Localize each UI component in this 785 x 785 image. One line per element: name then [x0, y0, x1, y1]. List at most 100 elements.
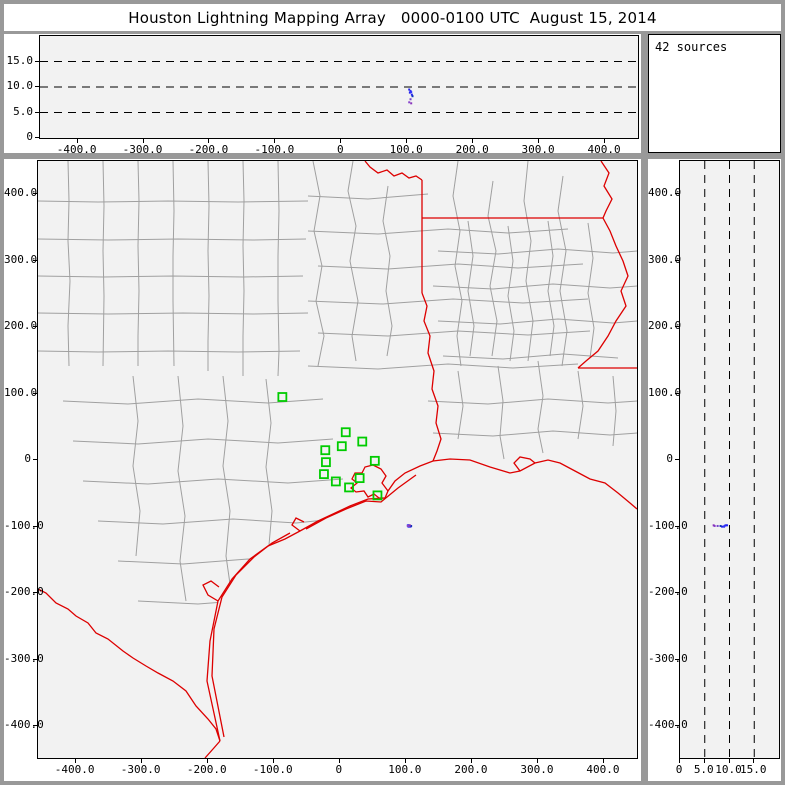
- x-tick-label: 400.0: [586, 763, 620, 776]
- y-tick-label: 0: [24, 452, 31, 466]
- lightning-source-dot: [408, 101, 411, 104]
- lightning-source-dot: [410, 91, 413, 94]
- y-tick-label: 0: [26, 130, 33, 143]
- y-tick-label: 300.0: [4, 252, 38, 266]
- plan-view-map-plot: [37, 160, 638, 759]
- x-tick-label: 100.0: [388, 763, 422, 776]
- y-tick-mark: [33, 525, 37, 527]
- x-tick-mark: [472, 139, 474, 143]
- lma-station-square: [277, 392, 288, 402]
- rio-grande-river: [38, 588, 221, 742]
- x-tick-label: -100.0: [254, 143, 295, 156]
- x-tick-label: 15.0: [740, 763, 767, 776]
- x-tick-mark: [76, 139, 78, 143]
- lightning-source-dot: [723, 524, 726, 527]
- lightning-source-dot: [411, 95, 414, 98]
- y-tick-label: 400.0: [4, 186, 38, 200]
- lightning-source-dot: [408, 91, 411, 94]
- x-tick-mark: [404, 759, 406, 763]
- lma-station-square: [319, 469, 329, 480]
- y-tick-mark: [675, 193, 679, 195]
- x-tick-label: 0: [675, 763, 683, 776]
- y-tick-label: -100.0: [648, 518, 688, 532]
- lightning-source-dot: [726, 524, 729, 527]
- lightning-source-dot: [716, 524, 719, 527]
- lightning-source-dot: [409, 90, 412, 93]
- x-tick-mark: [604, 139, 606, 143]
- mississippi-river-border: [577, 161, 629, 369]
- lightning-source-dot: [409, 98, 412, 101]
- sabine-river-tx-la-border: [421, 292, 442, 462]
- y-tick-mark: [35, 86, 39, 87]
- x-tick-label: 200.0: [454, 763, 488, 776]
- y-tick-label: 300.0: [648, 252, 682, 266]
- lma-station-square: [320, 445, 331, 456]
- lma-station-square: [354, 473, 365, 484]
- x-tick-label: -400.0: [54, 763, 95, 776]
- x-tick-label: 10.0: [715, 763, 742, 776]
- corpus-christi-bay: [202, 580, 220, 602]
- altitude-vs-ns-canvas: [704, 161, 755, 758]
- altitude-vs-ns-plot: [679, 160, 780, 759]
- x-tick-label: 300.0: [521, 143, 555, 156]
- lightning-source-dot: [410, 93, 413, 96]
- x-tick-mark: [208, 139, 210, 143]
- x-tick-label: -200.0: [186, 763, 227, 776]
- y-tick-mark: [675, 259, 679, 261]
- y-tick-label: 400.0: [648, 186, 682, 200]
- lma-station-square: [330, 476, 341, 487]
- y-tick-label: -200.0: [4, 585, 44, 599]
- lma-station-square: [344, 482, 354, 493]
- x-tick-mark: [602, 759, 604, 763]
- y-tick-label: 100.0: [4, 385, 38, 399]
- x-tick-mark: [538, 139, 540, 143]
- x-tick-label: -300.0: [120, 763, 161, 776]
- y-tick-label: 200.0: [648, 319, 682, 333]
- x-tick-mark: [340, 139, 342, 143]
- red-river-tx-ok-border: [364, 161, 423, 181]
- altitude-vs-ew-panel: -400.0 -300.0 -200.0 -100.0 0 100.0 200.0 300.0…: [4, 34, 641, 156]
- x-tick-label: 5.0: [693, 763, 714, 776]
- altitude-vs-ew-plot: [39, 35, 639, 139]
- x-tick-mark: [338, 759, 340, 763]
- y-tick-label: -200.0: [648, 585, 688, 599]
- plan-view-map-canvas: [38, 161, 637, 758]
- y-tick-label: -400.0: [4, 718, 44, 732]
- lightning-source-dots: [406, 524, 413, 528]
- y-tick-mark: [675, 459, 679, 461]
- lightning-source-dot: [408, 524, 411, 527]
- y-tick-mark: [675, 592, 679, 594]
- x-tick-label: -200.0: [188, 143, 229, 156]
- matagorda-bay: [291, 517, 305, 532]
- y-tick-label: -300.0: [648, 651, 688, 665]
- x-tick-mark: [274, 139, 276, 143]
- coastline: [206, 458, 637, 742]
- x-tick-mark: [74, 759, 76, 763]
- y-tick-mark: [35, 137, 39, 138]
- y-tick-mark: [675, 725, 679, 727]
- y-tick-mark: [33, 658, 37, 660]
- state-borders: [38, 161, 637, 758]
- y-tick-label: 15.0: [6, 53, 34, 67]
- y-tick-label: 5.0: [13, 104, 33, 118]
- title-bar: Houston Lightning Mapping Array 0000-010…: [4, 4, 781, 31]
- y-tick-mark: [33, 459, 37, 461]
- x-tick-label: 0: [335, 763, 343, 776]
- y-tick-mark: [675, 658, 679, 660]
- lightning-source-dot: [721, 525, 724, 528]
- y-tick-mark: [675, 525, 679, 527]
- x-tick-label: 200.0: [455, 143, 489, 156]
- x-tick-label: -100.0: [252, 763, 293, 776]
- lightning-source-dot: [410, 524, 413, 527]
- y-tick-label: -100.0: [4, 518, 44, 532]
- lma-station-square: [357, 436, 368, 447]
- vermilion-bay: [513, 456, 536, 472]
- y-tick-label: -400.0: [648, 718, 688, 732]
- lma-station-square: [336, 441, 347, 452]
- x-tick-mark: [272, 759, 274, 763]
- galveston-bay-outline: [349, 464, 389, 499]
- x-tick-label: 300.0: [520, 763, 554, 776]
- lma-station-square: [372, 490, 383, 501]
- y-tick-mark: [35, 111, 39, 113]
- lightning-source-dot: [410, 102, 413, 105]
